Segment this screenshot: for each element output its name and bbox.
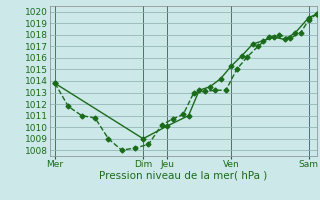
X-axis label: Pression niveau de la mer( hPa ): Pression niveau de la mer( hPa ) (99, 171, 267, 181)
